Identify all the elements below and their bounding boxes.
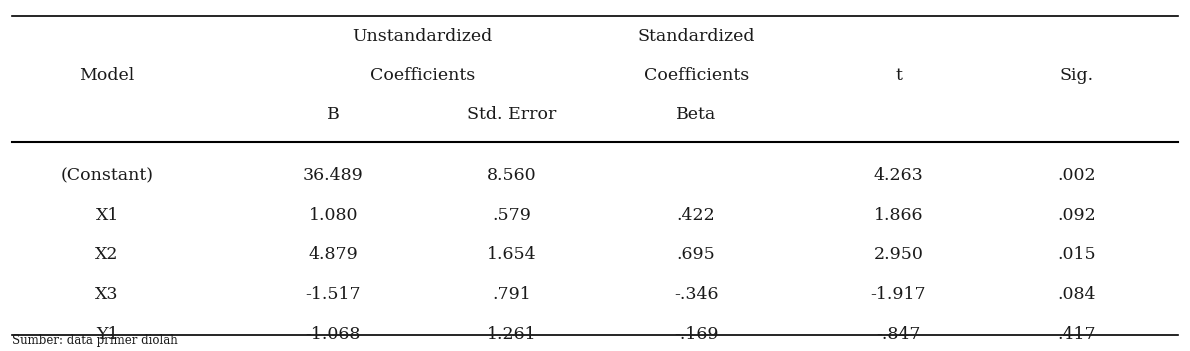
Text: -.847: -.847 xyxy=(876,326,921,343)
Text: X3: X3 xyxy=(95,286,119,303)
Text: 8.560: 8.560 xyxy=(487,167,537,184)
Text: 36.489: 36.489 xyxy=(302,167,364,184)
Text: Sig.: Sig. xyxy=(1060,67,1094,84)
Text: .002: .002 xyxy=(1058,167,1096,184)
Text: 1.080: 1.080 xyxy=(308,207,358,224)
Text: -1.917: -1.917 xyxy=(871,286,926,303)
Text: X1: X1 xyxy=(95,207,119,224)
Text: Std. Error: Std. Error xyxy=(466,106,557,122)
Text: Unstandardized: Unstandardized xyxy=(352,28,493,45)
Text: .791: .791 xyxy=(493,286,531,303)
Text: Sumber: data primer diolah: Sumber: data primer diolah xyxy=(12,335,177,347)
Text: t: t xyxy=(895,67,902,84)
Text: .084: .084 xyxy=(1058,286,1096,303)
Text: .422: .422 xyxy=(677,207,715,224)
Text: .417: .417 xyxy=(1058,326,1096,343)
Text: 1.261: 1.261 xyxy=(487,326,537,343)
Text: 4.263: 4.263 xyxy=(873,167,923,184)
Text: Coefficients: Coefficients xyxy=(644,67,749,84)
Text: .092: .092 xyxy=(1058,207,1096,224)
Text: 1.866: 1.866 xyxy=(873,207,923,224)
Text: Model: Model xyxy=(80,67,134,84)
Text: B: B xyxy=(327,106,339,122)
Text: -1.068: -1.068 xyxy=(306,326,361,343)
Text: Standardized: Standardized xyxy=(638,28,754,45)
Text: (Constant): (Constant) xyxy=(61,167,154,184)
Text: .695: .695 xyxy=(677,246,715,263)
Text: -1.517: -1.517 xyxy=(306,286,361,303)
Text: X2: X2 xyxy=(95,246,119,263)
Text: 1.654: 1.654 xyxy=(487,246,537,263)
Text: 4.879: 4.879 xyxy=(308,246,358,263)
Text: .579: .579 xyxy=(493,207,531,224)
Text: Coefficients: Coefficients xyxy=(370,67,475,84)
Text: Beta: Beta xyxy=(676,106,716,122)
Text: 2.950: 2.950 xyxy=(873,246,923,263)
Text: Y1: Y1 xyxy=(96,326,118,343)
Text: -.169: -.169 xyxy=(674,326,719,343)
Text: .015: .015 xyxy=(1058,246,1096,263)
Text: -.346: -.346 xyxy=(674,286,719,303)
